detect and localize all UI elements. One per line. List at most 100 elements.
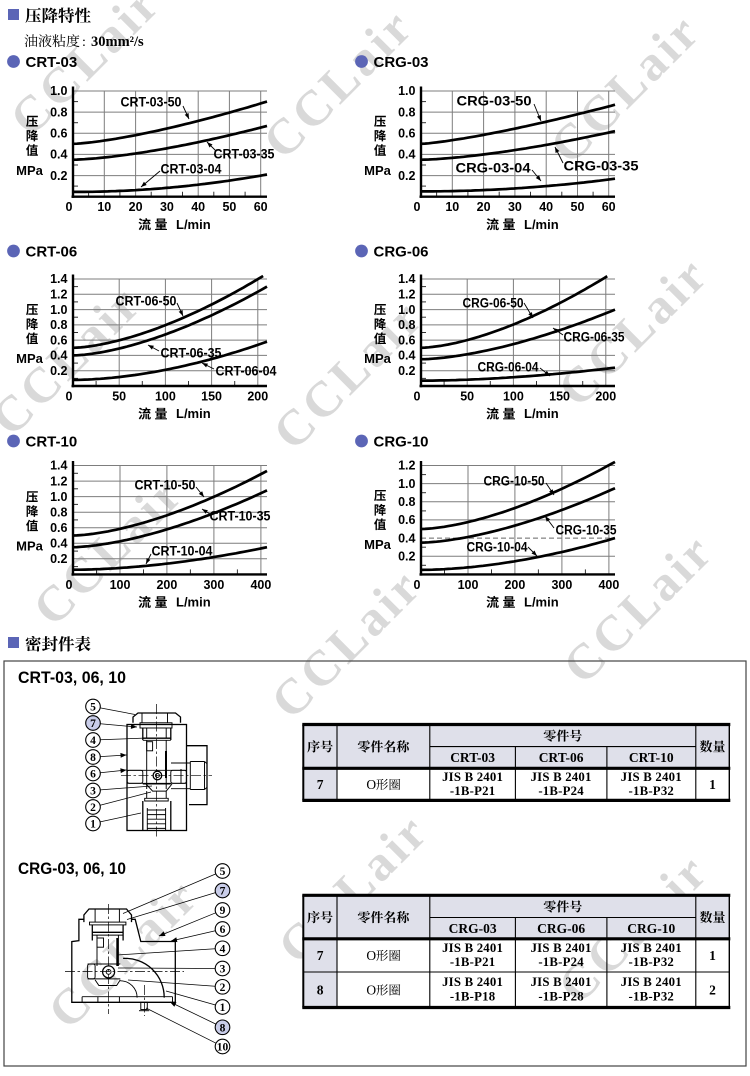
svg-text:1.2: 1.2 (50, 474, 67, 488)
svg-text::: : (82, 35, 86, 50)
svg-text:MPa: MPa (364, 351, 392, 366)
svg-text:0.8: 0.8 (398, 318, 415, 332)
svg-text:JIS B 2401: JIS B 2401 (621, 975, 682, 989)
svg-text:CRG-03-50: CRG-03-50 (457, 94, 532, 109)
svg-text:CRG-03: CRG-03 (449, 921, 497, 936)
svg-text:150: 150 (549, 390, 570, 404)
svg-text:CCLair: CCLair (539, 2, 711, 174)
svg-text:JIS B 2401: JIS B 2401 (531, 941, 592, 955)
svg-text:0: 0 (414, 578, 421, 592)
svg-text:JIS B 2401: JIS B 2401 (442, 941, 503, 955)
svg-text:JIS B 2401: JIS B 2401 (442, 770, 503, 784)
svg-text:0.6: 0.6 (398, 333, 415, 347)
svg-text:CRT-06: CRT-06 (26, 243, 78, 260)
svg-text:1.2: 1.2 (398, 288, 415, 302)
svg-text:6: 6 (90, 769, 96, 781)
svg-text:CRG-06: CRG-06 (374, 243, 429, 260)
svg-text:3: 3 (220, 964, 226, 976)
svg-text:0.2: 0.2 (50, 364, 67, 378)
svg-text:30: 30 (508, 200, 522, 214)
svg-text:L/min: L/min (176, 595, 211, 610)
svg-text:0.6: 0.6 (398, 127, 415, 141)
svg-text:1.0: 1.0 (398, 303, 415, 317)
svg-text:2: 2 (220, 982, 226, 994)
svg-text:0.4: 0.4 (398, 349, 415, 363)
svg-text:50: 50 (571, 200, 585, 214)
svg-text:4: 4 (90, 735, 96, 747)
svg-text:CRT-03, 06, 10: CRT-03, 06, 10 (18, 669, 126, 687)
svg-text:8: 8 (220, 1022, 226, 1034)
svg-text:100: 100 (503, 390, 524, 404)
svg-text:40: 40 (191, 200, 205, 214)
svg-text:0.6: 0.6 (398, 513, 415, 527)
svg-text:CRG-10: CRG-10 (627, 921, 675, 936)
svg-text:1.0: 1.0 (50, 84, 67, 98)
svg-text:0.8: 0.8 (398, 495, 415, 509)
svg-text:200: 200 (504, 578, 525, 592)
svg-text:30: 30 (160, 200, 174, 214)
svg-text:60: 60 (254, 200, 268, 214)
svg-text:3: 3 (90, 786, 96, 798)
svg-text:8: 8 (317, 982, 324, 997)
svg-text:50: 50 (460, 390, 474, 404)
svg-text:CRG-03-35: CRG-03-35 (564, 159, 640, 174)
svg-text:CRG-06: CRG-06 (537, 921, 585, 936)
svg-text:150: 150 (201, 390, 222, 404)
svg-text:-1B-P21: -1B-P21 (450, 784, 495, 798)
svg-text:0.2: 0.2 (398, 364, 415, 378)
svg-text:7: 7 (317, 948, 324, 963)
svg-text:1.4: 1.4 (50, 272, 67, 286)
svg-text:0: 0 (414, 200, 421, 214)
svg-text:0.8: 0.8 (50, 318, 67, 332)
svg-text:40: 40 (539, 200, 553, 214)
svg-text:-1B-P24: -1B-P24 (538, 784, 584, 798)
svg-text:CRT-10-04: CRT-10-04 (152, 544, 213, 559)
svg-text:0.6: 0.6 (50, 333, 67, 347)
svg-text:CCLair: CCLair (267, 802, 439, 974)
svg-text:0.6: 0.6 (50, 521, 67, 535)
svg-text:1.4: 1.4 (50, 459, 67, 473)
svg-text:MPa: MPa (16, 163, 44, 178)
svg-text:100: 100 (155, 390, 176, 404)
svg-text:CRT-03-04: CRT-03-04 (161, 162, 222, 177)
svg-text:1.2: 1.2 (50, 288, 67, 302)
svg-text:-1B-P32: -1B-P32 (629, 955, 674, 969)
svg-text:CRT-06: CRT-06 (539, 750, 584, 765)
svg-text:1: 1 (709, 948, 716, 963)
svg-text:JIS B 2401: JIS B 2401 (442, 975, 503, 989)
svg-text:CRT-06-04: CRT-06-04 (216, 364, 277, 379)
svg-text:MPa: MPa (364, 163, 392, 178)
svg-text:60: 60 (602, 200, 616, 214)
svg-text:10: 10 (445, 200, 459, 214)
svg-text:0: 0 (66, 390, 73, 404)
svg-text:MPa: MPa (364, 537, 392, 552)
svg-text:0.4: 0.4 (50, 537, 67, 551)
svg-text:8: 8 (90, 752, 96, 764)
svg-text:1.0: 1.0 (398, 477, 415, 491)
svg-text:0.8: 0.8 (398, 105, 415, 119)
svg-text:7: 7 (90, 718, 96, 730)
svg-text:0.4: 0.4 (50, 148, 67, 162)
svg-text:0.4: 0.4 (50, 349, 67, 363)
svg-text:CRT-03: CRT-03 (26, 54, 78, 71)
svg-text:2: 2 (90, 802, 96, 814)
svg-text:300: 300 (203, 578, 224, 592)
svg-text:CRT-03: CRT-03 (450, 750, 495, 765)
svg-text:1: 1 (709, 777, 716, 792)
svg-text:9: 9 (220, 905, 226, 917)
svg-text:CRG-03-04: CRG-03-04 (456, 161, 532, 176)
svg-text:400: 400 (250, 578, 271, 592)
svg-text:L/min: L/min (524, 217, 559, 232)
svg-text:-1B-P18: -1B-P18 (450, 990, 495, 1004)
svg-text:CRT-03-35: CRT-03-35 (214, 147, 275, 162)
svg-text:7: 7 (220, 886, 226, 898)
svg-text:2: 2 (709, 982, 716, 997)
svg-text:CRG-10: CRG-10 (374, 433, 429, 450)
svg-text:CRG-10-04: CRG-10-04 (467, 540, 528, 555)
svg-text:CCLair: CCLair (260, 557, 432, 729)
svg-text:300: 300 (551, 578, 572, 592)
svg-text:CRG-10-50: CRG-10-50 (484, 474, 545, 489)
svg-text:5: 5 (220, 866, 226, 878)
svg-text:CCLair: CCLair (37, 867, 209, 1039)
svg-text:CRT-10-50: CRT-10-50 (135, 478, 196, 493)
